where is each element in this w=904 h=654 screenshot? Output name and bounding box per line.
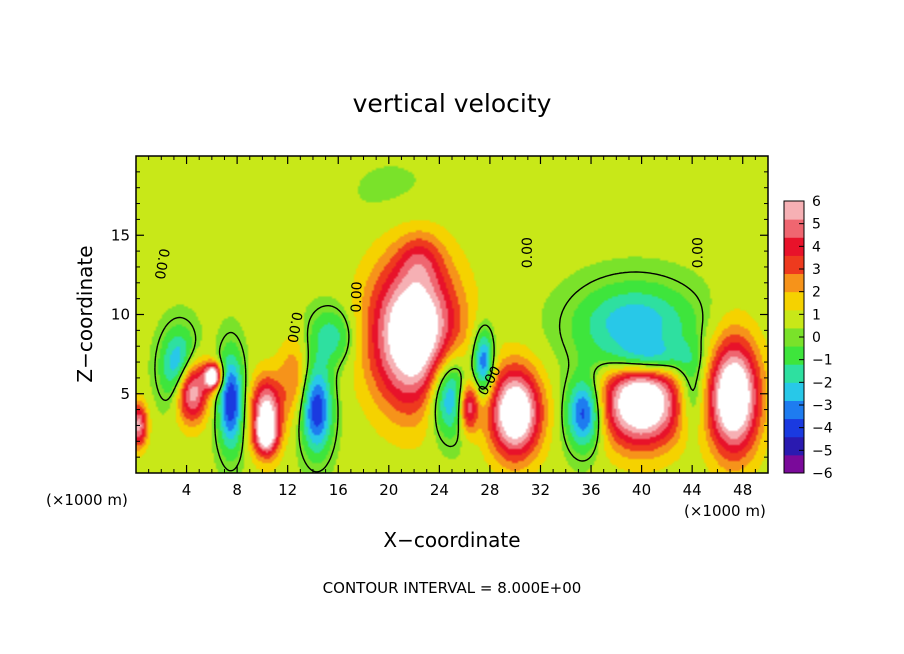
colorbar-swatch <box>784 255 804 275</box>
colorbar-swatch <box>784 273 804 293</box>
x-unit-label-left: (×1000 m) <box>46 491 128 509</box>
contour-label: 0.00 <box>520 237 536 268</box>
colorbar-swatch <box>784 309 804 329</box>
colorbar-tick-label: 1 <box>812 307 821 323</box>
contour-label: 0.00 <box>283 310 304 343</box>
colorbar-tick-label: 2 <box>812 285 821 301</box>
x-axis-ticks: 4 8 12 16 20 24 28 32 36 40 44 48 <box>148 156 756 499</box>
colorbar: 6 5 4 3 2 1 0 −1 −2 −3 −4 −5 −6 <box>783 194 833 482</box>
colorbar-swatch <box>784 418 804 438</box>
zero-contour <box>154 271 704 473</box>
colorbar-swatch <box>784 346 804 365</box>
contour-interval-note: CONTOUR INTERVAL = 8.000E+00 <box>323 579 582 597</box>
x-tick-label: 8 <box>232 481 242 499</box>
colorbar-tick-label: 5 <box>812 217 821 233</box>
colorbar-swatch <box>784 436 804 456</box>
x-tick-label: 12 <box>278 481 297 499</box>
x-tick-label: 40 <box>632 481 651 499</box>
x-tick-label: 48 <box>733 481 752 499</box>
heatmap-field <box>136 156 768 473</box>
x-unit-label-right: (×1000 m) <box>684 502 766 520</box>
x-tick-label: 20 <box>379 481 398 499</box>
y-axis-label: Z−coordinate <box>73 245 97 382</box>
colorbar-tick-label: 0 <box>812 330 821 346</box>
y-tick-label: 15 <box>111 226 130 244</box>
colorbar-tick-label: 4 <box>812 239 821 255</box>
x-tick-label: 36 <box>581 481 600 499</box>
chart-title: vertical velocity <box>353 89 552 118</box>
y-tick-label: 5 <box>120 385 130 403</box>
contour-label: 0.00 <box>690 237 706 268</box>
colorbar-swatch <box>784 400 804 420</box>
colorbar-tick-label: −5 <box>812 443 833 459</box>
x-tick-label: 4 <box>182 481 192 499</box>
contour-label: 0.00 <box>349 281 366 313</box>
colorbar-tick-label: −6 <box>812 466 833 482</box>
colorbar-tick-label: −4 <box>812 421 833 437</box>
colorbar-tick-label: −3 <box>812 398 833 414</box>
y-tick-label: 10 <box>111 306 130 324</box>
colorbar-tick-label: −1 <box>812 353 833 369</box>
x-tick-label: 28 <box>480 481 499 499</box>
contour-label: 0.00 <box>151 247 172 280</box>
colorbar-swatch <box>784 382 804 401</box>
colorbar-swatch <box>784 219 804 238</box>
zero-contour-lines <box>154 271 704 473</box>
colorbar-tick-label: 3 <box>812 262 821 278</box>
colorbar-swatch <box>784 327 804 347</box>
colorbar-tick-label: 6 <box>812 194 821 210</box>
x-axis-label: X−coordinate <box>383 528 520 552</box>
colorbar-swatch <box>784 291 804 311</box>
y-axis-ticks: 5 10 15 <box>111 171 768 458</box>
colorbar-swatch <box>784 364 804 383</box>
x-tick-label: 32 <box>531 481 550 499</box>
colorbar-swatch <box>784 201 804 220</box>
x-tick-label: 44 <box>683 481 702 499</box>
x-tick-label: 24 <box>430 481 449 499</box>
plot-area: 0.000.000.000.000.00 0.00 4 8 12 16 20 24 28 32 3… <box>111 155 769 499</box>
x-tick-label: 16 <box>329 481 348 499</box>
contour-labels: 0.000.000.000.000.00 0.00 <box>151 237 707 398</box>
colorbar-tick-label: −2 <box>812 375 833 391</box>
colorbar-swatch <box>784 237 804 256</box>
colorbar-swatch <box>784 454 804 474</box>
